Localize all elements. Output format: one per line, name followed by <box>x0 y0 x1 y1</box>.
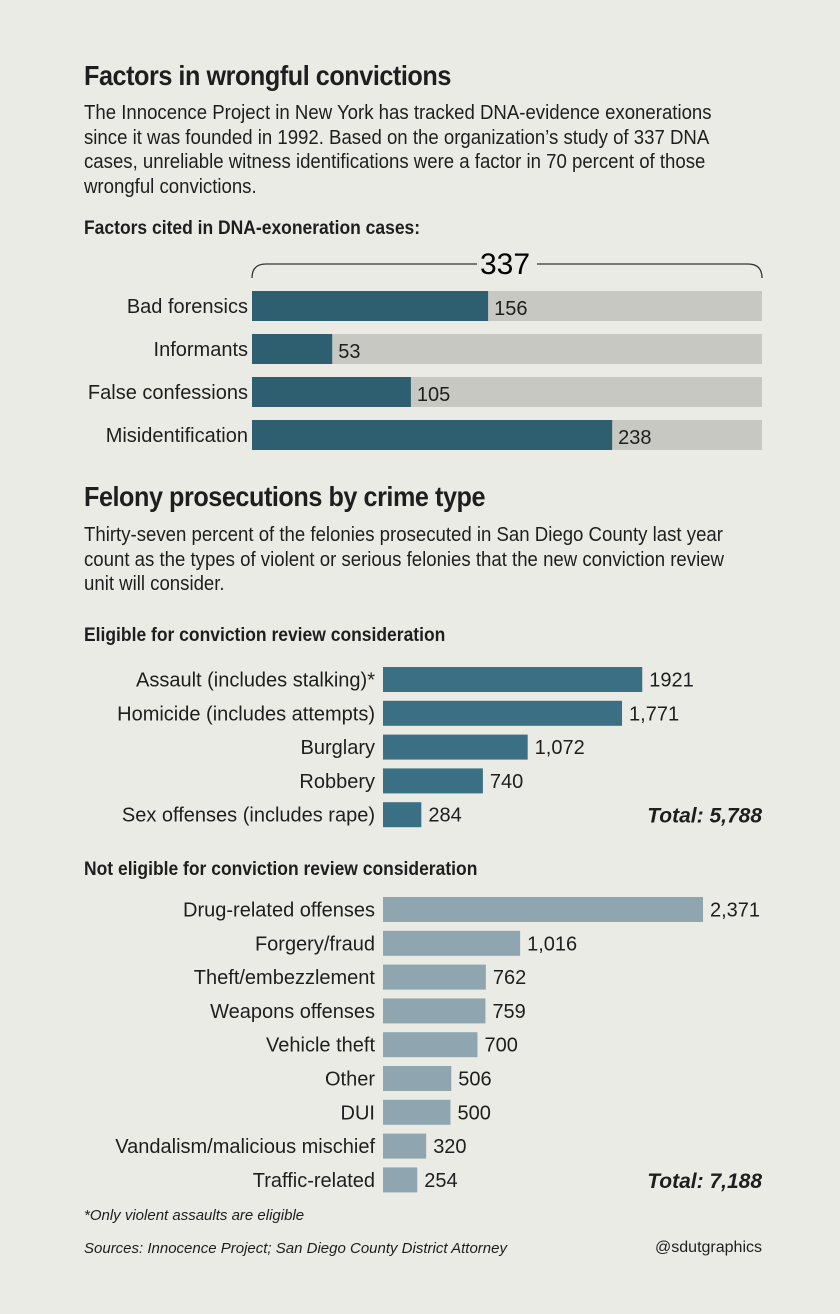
category-label: Drug-related offenses <box>183 900 375 922</box>
value-label: 105 <box>417 384 450 406</box>
bar <box>383 1133 427 1159</box>
category-label: Assault (includes stalking)* <box>136 670 375 692</box>
bar <box>383 667 643 692</box>
total-label: Total: 5,788 <box>647 805 762 828</box>
bar <box>383 930 521 956</box>
bar <box>252 377 411 407</box>
category-label: Vehicle theft <box>266 1035 375 1057</box>
bar <box>383 998 486 1024</box>
value-label: 156 <box>494 298 527 320</box>
value-label: 700 <box>484 1035 517 1057</box>
bar <box>252 334 333 364</box>
bar <box>383 964 486 990</box>
not-eligible-chart: Drug-related offenses 2,371 Forgery/fraud 1… <box>115 897 762 1193</box>
category-label: Forgery/fraud <box>255 933 375 955</box>
value-label: 506 <box>458 1069 491 1091</box>
value-label: 238 <box>618 427 651 449</box>
bar <box>383 768 483 794</box>
value-label: 1,072 <box>535 737 585 759</box>
category-label: Misidentification <box>106 425 248 447</box>
category-label: Informants <box>154 339 248 361</box>
value-label: 1921 <box>649 670 694 692</box>
value-label: 254 <box>424 1170 457 1192</box>
factors-subtitle: Factors cited in DNA-exoneration cases: <box>84 218 421 239</box>
value-label: 759 <box>492 1001 525 1023</box>
bar <box>252 420 613 450</box>
category-label: Burglary <box>301 737 375 759</box>
bar <box>383 1066 452 1091</box>
category-label: Weapons offenses <box>210 1001 375 1023</box>
value-label: 1,016 <box>527 933 577 955</box>
eligible-chart: Assault (includes stalking)* 1921 Homicide… <box>117 667 762 828</box>
bar <box>383 897 703 922</box>
bar-track <box>252 334 762 364</box>
value-label: 284 <box>428 805 461 827</box>
category-label: Robbery <box>299 771 375 793</box>
category-label: DUI <box>341 1102 375 1124</box>
value-label: 762 <box>493 967 526 989</box>
footnote: *Only violent assaults are eligible <box>84 1207 305 1224</box>
category-label: Bad forensics <box>127 296 248 318</box>
value-label: 53 <box>338 341 360 363</box>
value-label: 320 <box>433 1136 466 1158</box>
total-label: 337 <box>480 248 530 281</box>
section1-title: Factors in wrongful convictions <box>84 60 451 91</box>
section2-title: Felony prosecutions by crime type <box>84 481 486 512</box>
category-label: Homicide (includes attempts) <box>117 703 375 725</box>
bar <box>383 734 528 760</box>
sources: Sources: Innocence Project; San Diego Co… <box>84 1240 507 1257</box>
category-label: False confessions <box>88 382 248 404</box>
category-label: Vandalism/malicious mischief <box>115 1136 375 1158</box>
bar <box>383 700 623 726</box>
eligible-subtitle: Eligible for conviction review considera… <box>84 625 446 646</box>
factors-chart: 337 Bad forensics 156 Informants 53 False con… <box>88 248 763 450</box>
total-label: Total: 7,188 <box>647 1170 762 1193</box>
bar <box>383 1167 418 1193</box>
total-bracket <box>251 263 763 279</box>
bar <box>383 1032 478 1058</box>
bar <box>252 291 489 321</box>
bar <box>383 1099 451 1125</box>
section2-intro: Thirty-seven percent of the felonies pro… <box>84 524 724 595</box>
section1-intro: The Innocence Project in New York has tr… <box>84 102 712 198</box>
category-label: Theft/embezzlement <box>194 967 376 989</box>
not-eligible-subtitle: Not eligible for conviction review consi… <box>84 859 478 880</box>
bar <box>383 802 422 828</box>
value-label: 740 <box>490 771 523 793</box>
value-label: 500 <box>457 1102 490 1124</box>
category-label: Other <box>325 1069 375 1091</box>
category-label: Sex offenses (includes rape) <box>122 805 375 827</box>
credit-handle: @sdutgraphics <box>655 1239 762 1256</box>
category-label: Traffic-related <box>253 1170 375 1192</box>
value-label: 2,371 <box>710 900 760 922</box>
value-label: 1,771 <box>629 703 679 725</box>
